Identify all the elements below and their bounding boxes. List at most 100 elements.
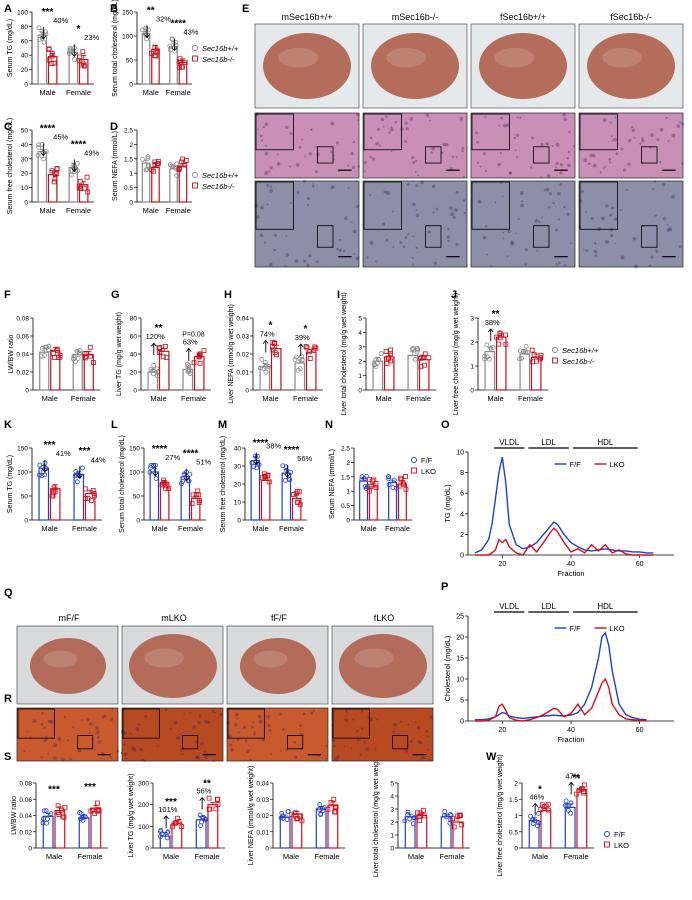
y-axis-label: Liver NEFA (mmol/g wet weight) [228,304,235,404]
data-point [280,816,286,821]
data-point [490,344,496,350]
data-point [383,349,389,354]
panel-letter: P [441,581,448,593]
data-point [140,156,145,162]
texture-dot [40,756,43,759]
texture-dot [430,151,433,154]
bar [260,479,271,521]
roi-box [533,225,550,248]
texture-dot [515,133,520,137]
data-point [68,172,74,178]
texture-dot [265,170,268,173]
liver-highlight [278,47,319,68]
data-point [37,462,43,468]
data-point [78,186,84,191]
data-point [169,163,175,169]
texture-dot [40,722,44,726]
data-point [214,797,220,802]
significance-label: P=0.08 [182,332,204,339]
texture-dot [256,128,259,131]
liver-highlight [602,47,642,68]
y-tick-label: 0.08 [19,781,32,788]
data-point [143,167,149,173]
texture-dot [195,755,198,759]
legend-label: Sec16b+/+ [202,44,239,53]
data-point [75,355,81,361]
y-axis-label: Liver total cholesterol (mg/g wet weight… [341,292,348,415]
data-point [54,166,60,171]
texture-dot [237,731,240,734]
texture-dot [558,261,561,265]
liver-shape [371,33,459,99]
data-point [568,810,574,816]
texture-dot [641,139,645,143]
data-point [62,804,68,810]
y-tick-label: 50 [21,128,29,135]
texture-dot [508,171,512,175]
data-point [199,819,204,825]
texture-dot [639,142,642,145]
percent-label: 43% [183,27,198,36]
texture-dot [26,730,29,733]
texture-dot [668,227,673,231]
data-point [447,820,453,826]
data-point [405,809,411,815]
panel-letter: R [4,693,12,705]
data-point [541,804,547,810]
data-point [293,491,299,496]
roi-box [287,735,304,750]
texture-dot [270,752,273,755]
bar [78,817,90,849]
texture-dot [427,230,431,234]
texture-dot [199,713,201,716]
texture-dot [338,248,342,252]
y-tick-label: 3 [470,316,474,323]
significance-label: **** [152,444,168,455]
texture-dot [671,195,675,199]
texture-dot [269,166,273,170]
significance-label: **** [253,438,269,449]
y-tick-label: 20 [21,67,29,74]
texture-dot [451,155,455,158]
data-point [318,812,324,818]
texture-dot [524,263,527,266]
data-point [496,341,502,347]
y-tick-label: 2 [460,532,464,539]
texture-dot [484,169,487,172]
texture-dot [246,749,250,754]
texture-dot [513,136,517,140]
x-tick-label: Female [181,394,206,403]
texture-dot [614,116,617,119]
texture-dot [330,121,335,126]
bar [495,336,507,391]
texture-dot [194,741,197,744]
texture-dot [95,730,100,735]
texture-dot [390,126,393,129]
x-tick-label: Male [143,206,159,215]
y-tick-label: 1 [346,489,350,496]
data-point [201,348,207,354]
data-point [37,472,42,478]
data-point [197,351,203,357]
data-point [400,481,406,487]
legend-marker [192,172,198,178]
y-tick-label: 8 [460,470,464,477]
data-point [41,156,47,162]
column-title: fSec16b+/+ [500,12,546,22]
data-point [165,829,171,835]
texture-dot [198,715,201,718]
data-point [386,474,391,480]
y-axis-label: Liver free cholesterol (mg/g wet weight) [497,754,504,876]
x-tick-label: 60 [636,727,644,734]
texture-dot [357,164,361,168]
data-point [298,813,304,819]
data-point [196,500,202,505]
legend-label: Sec16b+/+ [562,346,599,355]
data-point [261,471,267,477]
texture-dot [41,711,44,715]
texture-dot [264,151,269,156]
data-point [285,808,291,814]
liver-photo [129,634,217,698]
y-tick-label: 0.02 [19,829,32,836]
